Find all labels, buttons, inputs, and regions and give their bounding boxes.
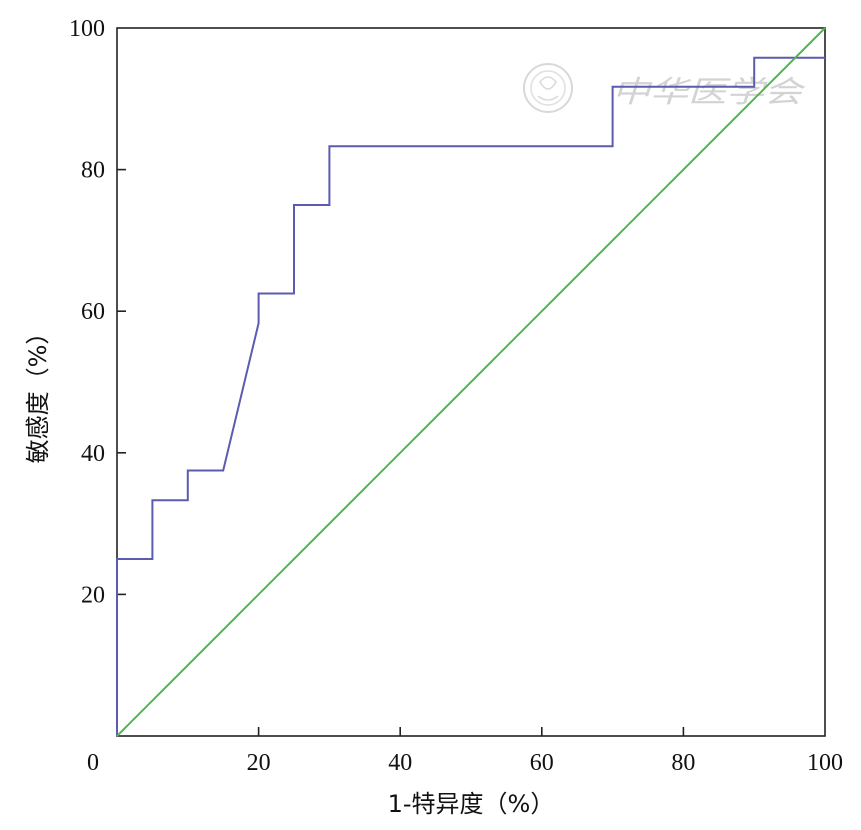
roc-curve-line (116, 56, 825, 736)
y-tick-label: 20 (81, 582, 105, 608)
x-tick-label: 40 (388, 750, 412, 776)
y-axis-title: 敏感度（%） (24, 321, 52, 464)
reference-diagonal-line (116, 27, 826, 737)
y-tick-label: 40 (81, 441, 105, 467)
plot-frame (116, 27, 826, 737)
watermark-text: 中华医学会 (612, 75, 806, 110)
society-seal-icon (523, 63, 573, 113)
x-tick-label: 0 (87, 750, 99, 776)
x-tick-label: 80 (671, 750, 695, 776)
axis-ticks: 0 20 40 60 80 100 20 40 60 80 100 (69, 16, 843, 776)
x-axis-title: 1-特异度（%） (388, 790, 555, 818)
y-tick-label: 100 (69, 16, 105, 42)
x-tick-label: 20 (247, 750, 271, 776)
x-tick-label: 60 (530, 750, 554, 776)
y-tick-label: 80 (81, 158, 105, 184)
y-tick-label: 60 (81, 299, 105, 325)
series-layer (116, 27, 826, 737)
watermark: 中华医学会 (523, 63, 806, 113)
x-tick-label: 100 (807, 750, 843, 776)
